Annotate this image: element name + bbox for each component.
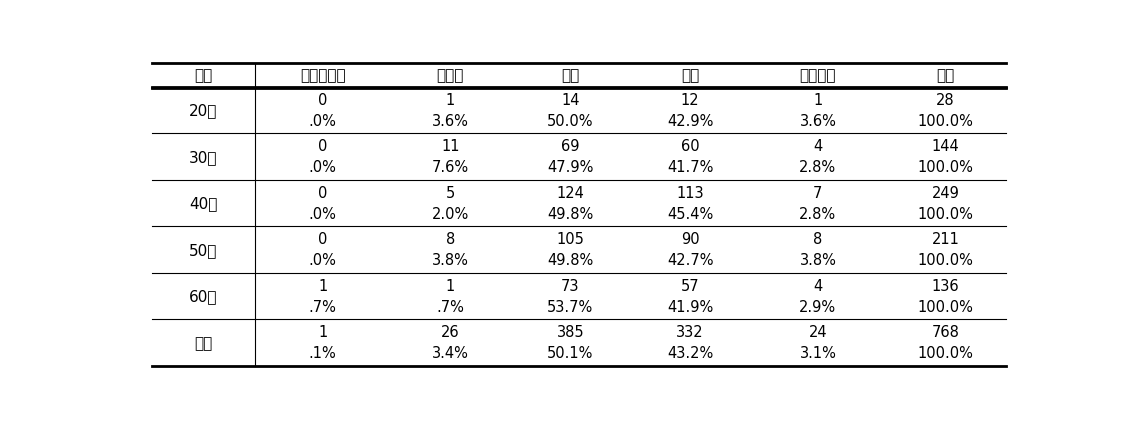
Text: 12: 12 bbox=[681, 92, 700, 107]
Text: 1: 1 bbox=[318, 325, 327, 340]
Text: 41.7%: 41.7% bbox=[667, 160, 714, 175]
Text: .7%: .7% bbox=[308, 299, 336, 314]
Text: 3.6%: 3.6% bbox=[799, 113, 837, 128]
Text: 매우불만족: 매우불만족 bbox=[300, 68, 345, 83]
Text: 43.2%: 43.2% bbox=[667, 345, 714, 360]
Text: 3.4%: 3.4% bbox=[432, 345, 469, 360]
Text: 7.6%: 7.6% bbox=[431, 160, 469, 175]
Text: 3.6%: 3.6% bbox=[432, 113, 469, 128]
Text: 구분: 구분 bbox=[194, 68, 212, 83]
Text: 73: 73 bbox=[561, 278, 579, 293]
Text: 113: 113 bbox=[676, 185, 704, 200]
Text: 45.4%: 45.4% bbox=[667, 206, 714, 221]
Text: 50.1%: 50.1% bbox=[548, 345, 594, 360]
Text: .0%: .0% bbox=[308, 206, 336, 221]
Text: .0%: .0% bbox=[308, 253, 336, 268]
Text: 144: 144 bbox=[931, 139, 960, 154]
Text: 100.0%: 100.0% bbox=[918, 206, 973, 221]
Text: .0%: .0% bbox=[308, 160, 336, 175]
Text: 105: 105 bbox=[557, 232, 584, 247]
Text: 50.0%: 50.0% bbox=[548, 113, 594, 128]
Text: 100.0%: 100.0% bbox=[918, 299, 973, 314]
Text: 매우만족: 매우만족 bbox=[799, 68, 837, 83]
Text: 보통: 보통 bbox=[561, 68, 579, 83]
Text: 만족: 만족 bbox=[681, 68, 699, 83]
Text: 69: 69 bbox=[561, 139, 579, 154]
Text: 26: 26 bbox=[441, 325, 460, 340]
Text: 4: 4 bbox=[813, 278, 823, 293]
Text: 40대: 40대 bbox=[189, 196, 218, 211]
Text: 20대: 20대 bbox=[189, 103, 218, 118]
Text: 768: 768 bbox=[931, 325, 960, 340]
Text: 249: 249 bbox=[931, 185, 960, 200]
Text: 57: 57 bbox=[681, 278, 700, 293]
Text: 0: 0 bbox=[318, 232, 327, 247]
Text: 7: 7 bbox=[813, 185, 823, 200]
Text: 28: 28 bbox=[936, 92, 955, 107]
Text: 11: 11 bbox=[441, 139, 460, 154]
Text: 90: 90 bbox=[681, 232, 700, 247]
Text: 136: 136 bbox=[931, 278, 960, 293]
Text: 50대: 50대 bbox=[189, 242, 218, 257]
Text: 4: 4 bbox=[813, 139, 823, 154]
Text: 124: 124 bbox=[557, 185, 584, 200]
Text: 2.8%: 2.8% bbox=[799, 206, 837, 221]
Text: 47.9%: 47.9% bbox=[548, 160, 594, 175]
Text: 14: 14 bbox=[561, 92, 579, 107]
Text: 100.0%: 100.0% bbox=[918, 345, 973, 360]
Text: 합계: 합계 bbox=[194, 335, 212, 350]
Text: 2.0%: 2.0% bbox=[431, 206, 469, 221]
Text: 0: 0 bbox=[318, 185, 327, 200]
Text: .0%: .0% bbox=[308, 113, 336, 128]
Text: 0: 0 bbox=[318, 139, 327, 154]
Text: 53.7%: 53.7% bbox=[548, 299, 594, 314]
Text: 211: 211 bbox=[931, 232, 960, 247]
Text: 3.8%: 3.8% bbox=[799, 253, 837, 268]
Text: 100.0%: 100.0% bbox=[918, 113, 973, 128]
Text: 8: 8 bbox=[446, 232, 455, 247]
Text: 49.8%: 49.8% bbox=[548, 206, 594, 221]
Text: 60대: 60대 bbox=[189, 289, 218, 304]
Text: 1: 1 bbox=[446, 92, 455, 107]
Text: 1: 1 bbox=[446, 278, 455, 293]
Text: 24: 24 bbox=[808, 325, 828, 340]
Text: 332: 332 bbox=[676, 325, 704, 340]
Text: 41.9%: 41.9% bbox=[667, 299, 714, 314]
Text: 100.0%: 100.0% bbox=[918, 253, 973, 268]
Text: .1%: .1% bbox=[308, 345, 336, 360]
Text: 불만족: 불만족 bbox=[437, 68, 464, 83]
Text: 49.8%: 49.8% bbox=[548, 253, 594, 268]
Text: 100.0%: 100.0% bbox=[918, 160, 973, 175]
Text: 3.8%: 3.8% bbox=[432, 253, 469, 268]
Text: 8: 8 bbox=[813, 232, 823, 247]
Text: .7%: .7% bbox=[437, 299, 464, 314]
Text: 60: 60 bbox=[681, 139, 700, 154]
Text: 30대: 30대 bbox=[189, 150, 218, 164]
Text: 전체: 전체 bbox=[937, 68, 955, 83]
Text: 1: 1 bbox=[813, 92, 823, 107]
Text: 0: 0 bbox=[318, 92, 327, 107]
Text: 2.9%: 2.9% bbox=[799, 299, 837, 314]
Text: 2.8%: 2.8% bbox=[799, 160, 837, 175]
Text: 1: 1 bbox=[318, 278, 327, 293]
Text: 3.1%: 3.1% bbox=[799, 345, 837, 360]
Text: 42.7%: 42.7% bbox=[667, 253, 714, 268]
Text: 5: 5 bbox=[446, 185, 455, 200]
Text: 42.9%: 42.9% bbox=[667, 113, 714, 128]
Text: 385: 385 bbox=[557, 325, 584, 340]
